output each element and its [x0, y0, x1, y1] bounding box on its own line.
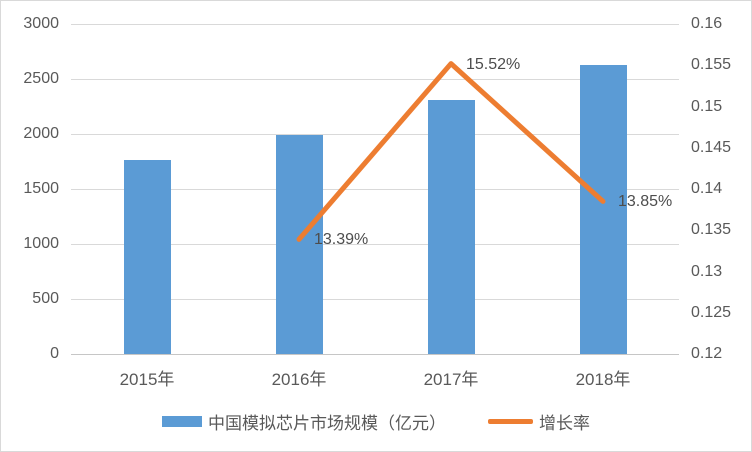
right-axis-tick-label: 0.135 [691, 221, 732, 239]
data-label: 15.52% [466, 55, 521, 73]
bar-2017年 [427, 99, 475, 354]
left-axis-tick-label: 0 [50, 345, 59, 362]
bar-series-label: 中国模拟芯片市场规模（亿元） [208, 414, 446, 433]
growth-rate-line [296, 61, 606, 242]
data-label: 13.85% [618, 193, 673, 211]
left-axis-tick-label: 1500 [23, 180, 59, 197]
left-value-axis: 0 500 1000 1500 2000 2500 3000 [1, 1, 59, 451]
plot-area: 13.39% 15.52% 13.85% [71, 24, 679, 355]
right-axis-tick-label: 0.15 [691, 97, 723, 115]
line-series-label: 增长率 [539, 414, 590, 433]
data-label: 13.39% [314, 231, 369, 249]
right-axis-tick-label: 0.125 [691, 303, 732, 321]
right-axis-tick-label: 0.14 [691, 180, 723, 197]
right-axis-tick-label: 0.145 [691, 138, 732, 156]
x-axis-line [71, 354, 679, 355]
gridline [71, 244, 679, 245]
right-axis-tick-label: 0.16 [691, 15, 723, 32]
left-axis-tick-label: 2000 [23, 125, 59, 142]
line-segment [296, 61, 606, 242]
bar-2016年 [275, 134, 323, 354]
gridline [71, 134, 679, 135]
left-axis-tick-label: 500 [32, 290, 59, 307]
bar-series-swatch-icon [162, 416, 202, 427]
right-value-axis: 0.12 0.125 0.13 0.135 0.14 0.145 0.15 0.155 0.16 [691, 1, 751, 451]
gridline [71, 79, 679, 80]
line-series-swatch-icon [488, 419, 533, 424]
category-tick-label: 2017年 [423, 370, 479, 389]
left-axis-tick-label: 3000 [23, 15, 59, 32]
legend-item-market-size: 中国模拟芯片市场规模（亿元） [162, 409, 446, 434]
legend: 中国模拟芯片市场规模（亿元） 增长率 [1, 409, 751, 434]
right-axis-tick-label: 0.13 [691, 262, 723, 280]
bar-2015年 [123, 160, 171, 354]
category-tick-label: 2018年 [575, 370, 631, 389]
right-axis-tick-label: 0.155 [691, 56, 732, 74]
left-axis-tick-label: 2500 [23, 70, 59, 87]
category-tick-label: 2016年 [271, 370, 327, 389]
gridline [71, 299, 679, 300]
category-tick-label: 2015年 [119, 370, 175, 389]
legend-item-growth-rate: 增长率 [488, 409, 590, 434]
gridline [71, 24, 679, 25]
gridline [71, 189, 679, 190]
bar-2018年 [579, 65, 627, 354]
left-axis-tick-label: 1000 [23, 235, 59, 252]
right-axis-tick-label: 0.12 [691, 345, 723, 362]
